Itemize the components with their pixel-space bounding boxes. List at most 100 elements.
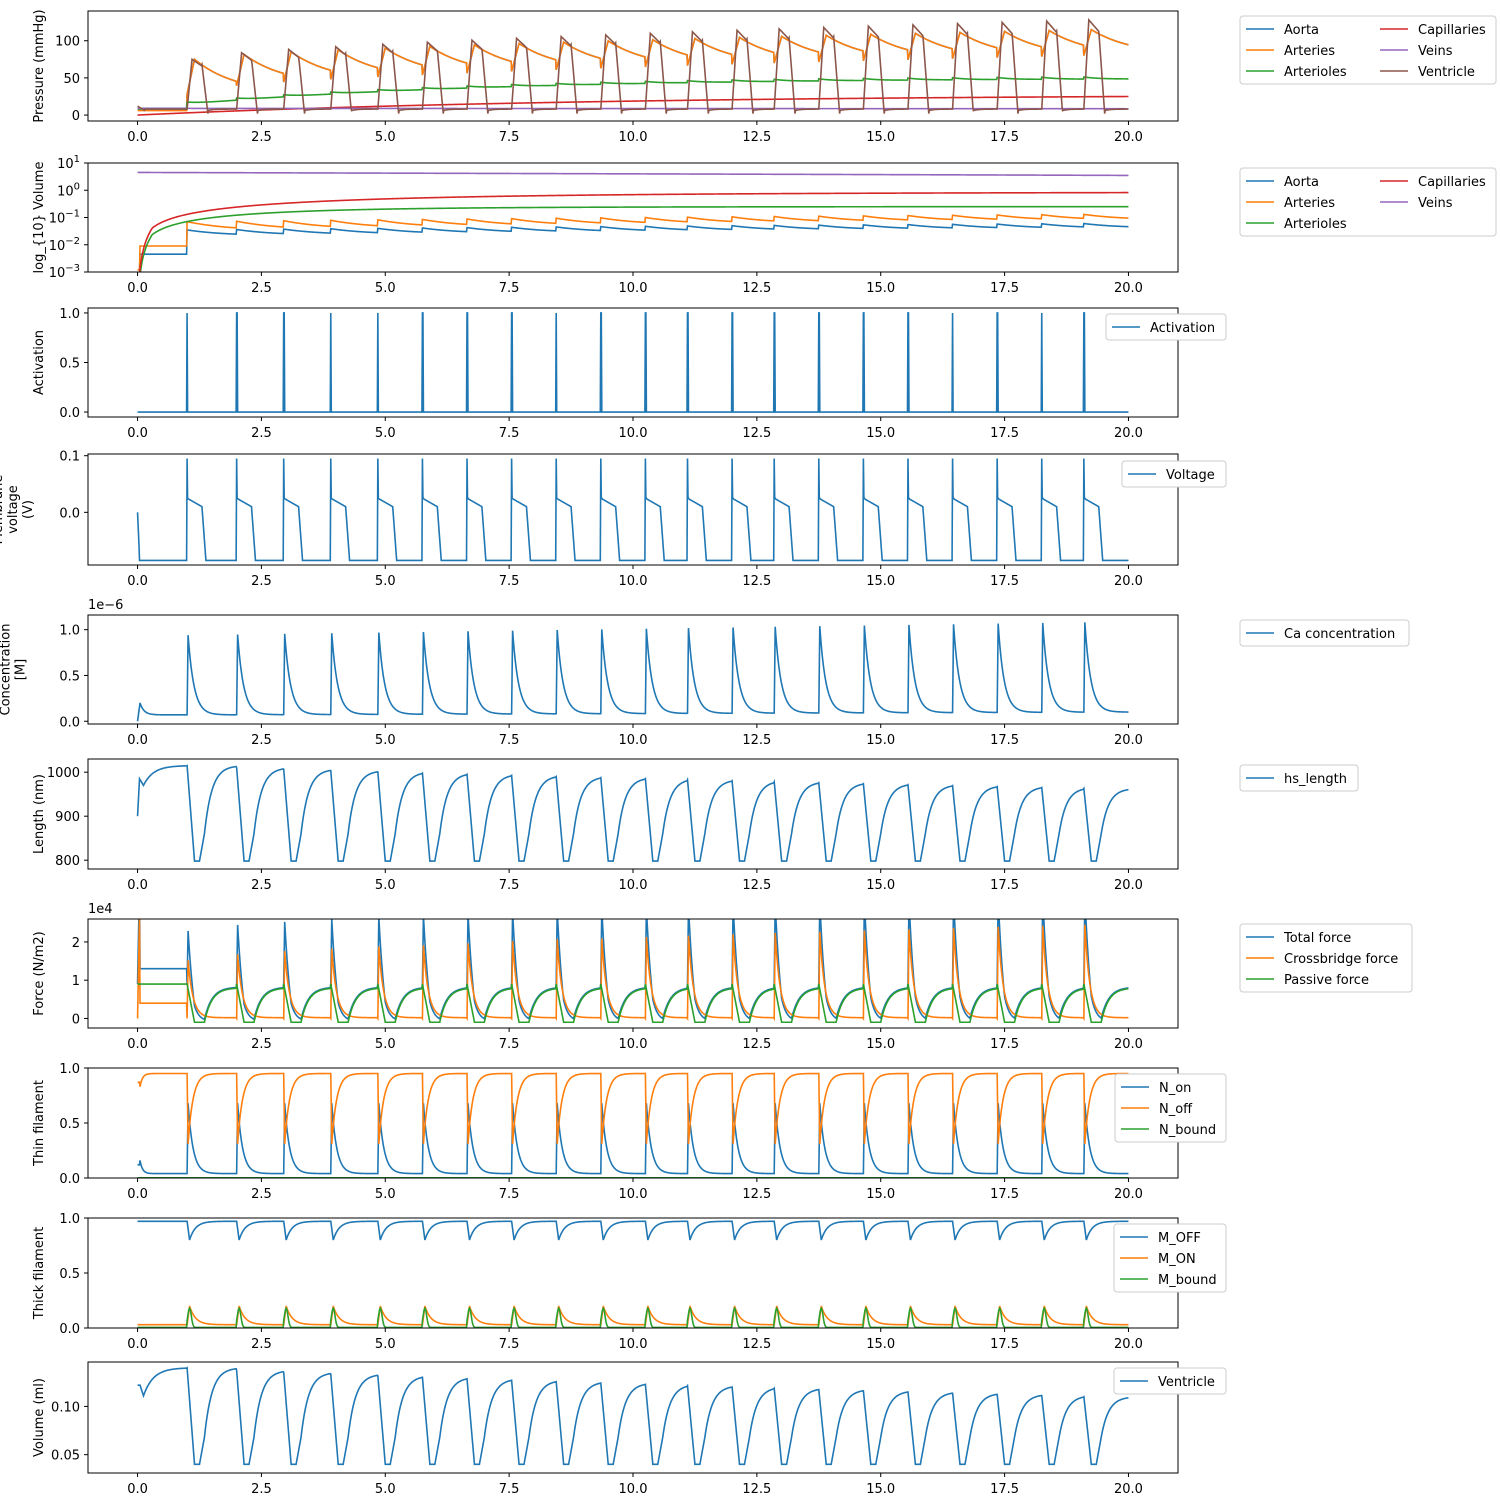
- y-tick-label: 10−2: [49, 236, 80, 254]
- x-tick-label: 15.0: [866, 426, 895, 441]
- y-axis-label: log_{10} Volume: [32, 162, 47, 274]
- y-tick-label: 100: [57, 181, 80, 199]
- y-tick-label: 0.1: [59, 450, 80, 465]
- x-tick-label: 12.5: [742, 1337, 771, 1352]
- axes-frame: [87, 1067, 1179, 1179]
- x-tick-label: 2.5: [251, 1037, 272, 1052]
- x-tick-label: 17.5: [990, 1037, 1019, 1052]
- series-line-4: [138, 191, 1129, 272]
- y-tick-label: 1.0: [59, 624, 80, 639]
- series-line-5: [137, 171, 1129, 177]
- legend-label: M_bound: [1158, 1273, 1217, 1288]
- legend: Aorta Arteries Arterioles Capillaries Veins: [1239, 167, 1497, 237]
- x-tick-label: 20.0: [1114, 1337, 1143, 1352]
- y-tick-label: 0.5: [59, 669, 80, 684]
- y-axis-label: (V): [21, 500, 36, 519]
- y-tick-label: 10−1: [49, 209, 80, 227]
- x-tick-label: 0.0: [127, 426, 148, 441]
- x-tick-label: 20.0: [1114, 426, 1143, 441]
- series-line-1: [136, 458, 1129, 562]
- legend-label: N_bound: [1159, 1123, 1216, 1138]
- y-tick-label: 0.5: [59, 1117, 80, 1132]
- x-tick-label: 12.5: [742, 281, 771, 296]
- legend-box: [1114, 1073, 1227, 1143]
- axes-frame: [87, 918, 1179, 1029]
- y-tick-label: 1.0: [59, 1062, 80, 1077]
- x-tick-label: 7.5: [499, 426, 520, 441]
- legend-box: [1113, 1367, 1227, 1395]
- x-tick-label: 2.5: [251, 1337, 272, 1352]
- x-tick-label: 17.5: [990, 574, 1019, 589]
- x-tick-label: 12.5: [742, 878, 771, 893]
- y-axis-label: Thick filament: [32, 1227, 47, 1320]
- y-tick-label: 1: [72, 974, 80, 989]
- y-axis-label: Length (nm): [32, 774, 47, 854]
- x-tick-label: 10.0: [619, 733, 648, 748]
- x-tick-label: 2.5: [251, 878, 272, 893]
- y-tick-label: 0.0: [59, 1322, 80, 1337]
- y-tick-label: 100: [55, 35, 80, 50]
- axes-frame: [87, 758, 1179, 870]
- series-line-1: [137, 312, 1129, 413]
- legend-label: Aorta: [1284, 23, 1319, 38]
- y-axis-label: Activation: [32, 330, 47, 395]
- x-tick-label: 20.0: [1114, 130, 1143, 145]
- x-tick-label: 2.5: [251, 574, 272, 589]
- legend: Aorta Arteries Arterioles Capillaries Veins V…: [1239, 15, 1497, 85]
- series-line-1: [136, 764, 1129, 862]
- y-tick-label: 101: [57, 154, 80, 172]
- y-tick-label: 1.0: [59, 307, 80, 322]
- axes-frame: [87, 307, 1179, 418]
- series-line-2: [137, 1305, 1129, 1326]
- x-tick-label: 17.5: [990, 878, 1019, 893]
- series-line-2: [137, 1072, 1129, 1144]
- x-tick-label: 20.0: [1114, 1037, 1143, 1052]
- x-tick-label: 2.5: [251, 1187, 272, 1202]
- x-tick-label: 0.0: [127, 1482, 148, 1497]
- x-tick-label: 15.0: [866, 1037, 895, 1052]
- x-tick-label: 15.0: [866, 733, 895, 748]
- y-axis-label: Concentration: [0, 624, 14, 716]
- y-axis-label: Pressure (mmHg): [32, 9, 47, 122]
- offset-text: 1e−6: [88, 598, 123, 613]
- legend: hs_length: [1239, 764, 1359, 792]
- x-tick-label: 15.0: [866, 1482, 895, 1497]
- x-tick-label: 2.5: [251, 130, 272, 145]
- x-tick-label: 7.5: [499, 878, 520, 893]
- x-tick-label: 17.5: [990, 1337, 1019, 1352]
- series-line-2: [137, 28, 1129, 112]
- x-tick-label: 0.0: [127, 1187, 148, 1202]
- panel-3: 0.0 2.5 5.0 7.5 10.0 12.5 15.0 17.5 20.0 0.0 0.5 1.…: [32, 307, 1227, 441]
- x-tick-label: 5.0: [375, 1037, 396, 1052]
- x-tick-label: 12.5: [742, 733, 771, 748]
- legend-box: [1239, 923, 1413, 993]
- legend-label: Voltage: [1166, 468, 1215, 483]
- x-tick-label: 10.0: [619, 1037, 648, 1052]
- x-tick-label: 10.0: [619, 1482, 648, 1497]
- x-tick-label: 5.0: [375, 574, 396, 589]
- x-tick-label: 10.0: [619, 1337, 648, 1352]
- x-tick-label: 12.5: [742, 1482, 771, 1497]
- legend-label: N_off: [1159, 1102, 1193, 1117]
- legend-label: Ca concentration: [1284, 627, 1395, 642]
- y-tick-label: 0.5: [59, 1267, 80, 1282]
- y-axis-label: voltage: [6, 485, 21, 534]
- series-line-4: [137, 95, 1129, 116]
- x-tick-label: 10.0: [619, 878, 648, 893]
- legend: Ca concentration: [1239, 619, 1410, 647]
- x-tick-label: 10.0: [619, 1187, 648, 1202]
- y-tick-label: 0.5: [59, 357, 80, 372]
- x-tick-label: 20.0: [1114, 574, 1143, 589]
- legend-box: [1113, 1223, 1227, 1293]
- x-tick-label: 10.0: [619, 130, 648, 145]
- x-tick-label: 5.0: [375, 1187, 396, 1202]
- y-axis-label: Volume (ml): [32, 1378, 47, 1457]
- panel-1: 0.0 2.5 5.0 7.5 10.0 12.5 15.0 17.5 20.0 0 50 100 Pr…: [32, 9, 1497, 145]
- legend-label: Ventricle: [1418, 65, 1475, 80]
- legend-label: Arterioles: [1284, 217, 1347, 232]
- y-axis-label: [M]: [14, 659, 29, 680]
- x-tick-label: 17.5: [990, 426, 1019, 441]
- x-tick-label: 10.0: [619, 426, 648, 441]
- x-tick-label: 5.0: [375, 281, 396, 296]
